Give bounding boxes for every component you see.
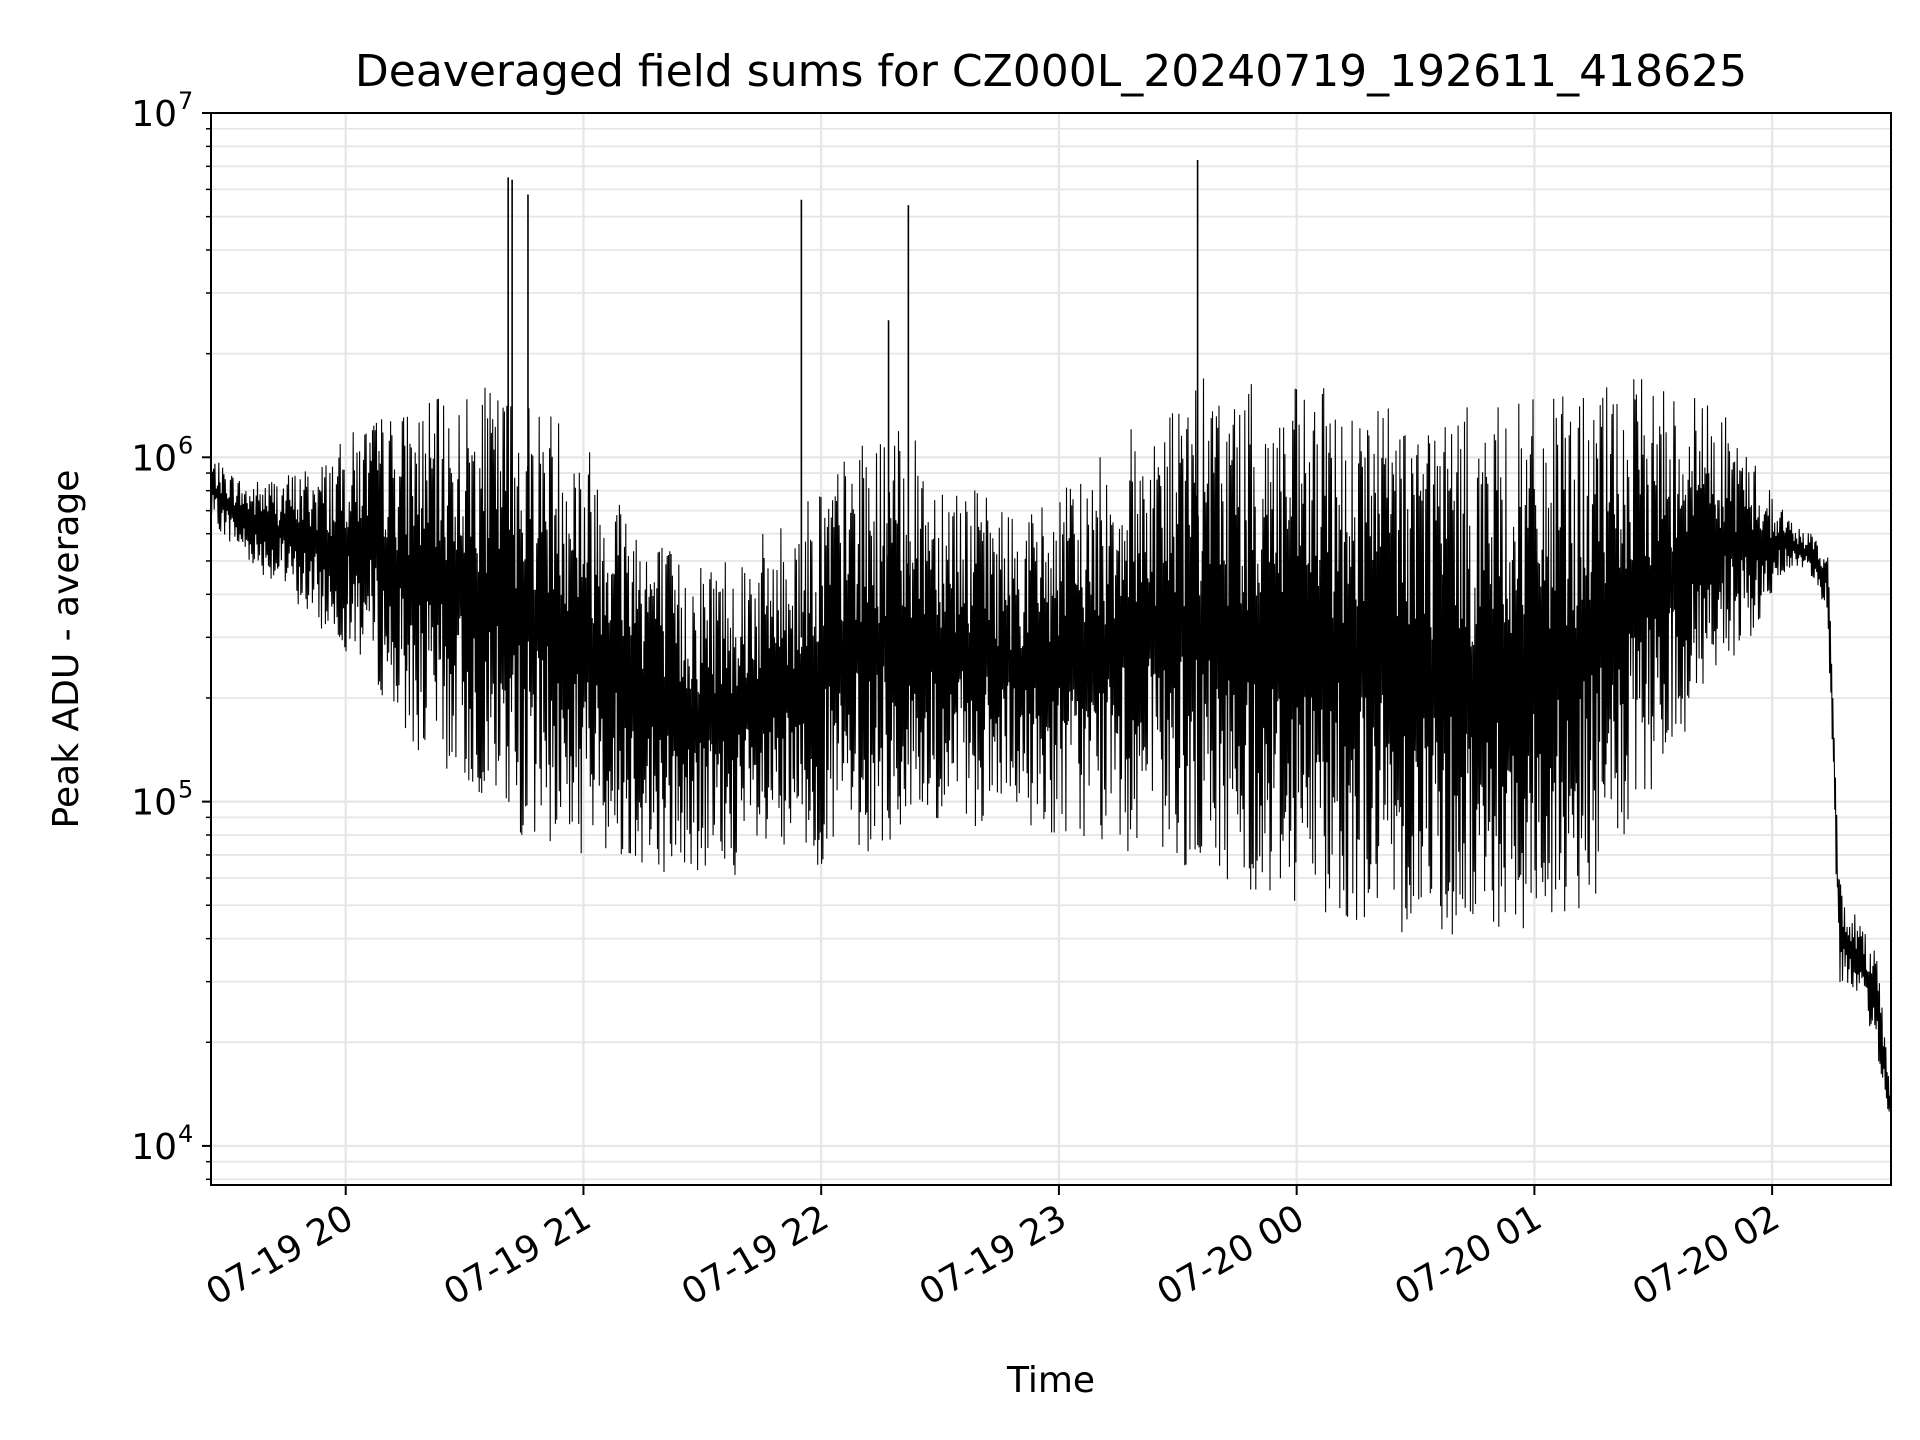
chart-title: Deaveraged field sums for CZ000L_2024071… [355, 46, 1747, 97]
y-tick-exponent: 5 [178, 776, 193, 804]
y-tick-label: 10 [131, 94, 177, 135]
y-tick-exponent: 6 [178, 431, 193, 459]
plot-area [210, 160, 1892, 1112]
axes-frame [210, 112, 1892, 1186]
series-line [210, 378, 1892, 1112]
y-tick-exponent: 7 [178, 87, 193, 115]
y-tick-label: 10 [131, 438, 177, 479]
x-axis-label: Time [1006, 1360, 1095, 1401]
y-tick-exponent: 4 [178, 1120, 193, 1148]
y-axis-label: Peak ADU - average [46, 470, 87, 829]
y-tick-label: 10 [131, 1127, 177, 1168]
y-tick-label: 10 [131, 783, 177, 824]
